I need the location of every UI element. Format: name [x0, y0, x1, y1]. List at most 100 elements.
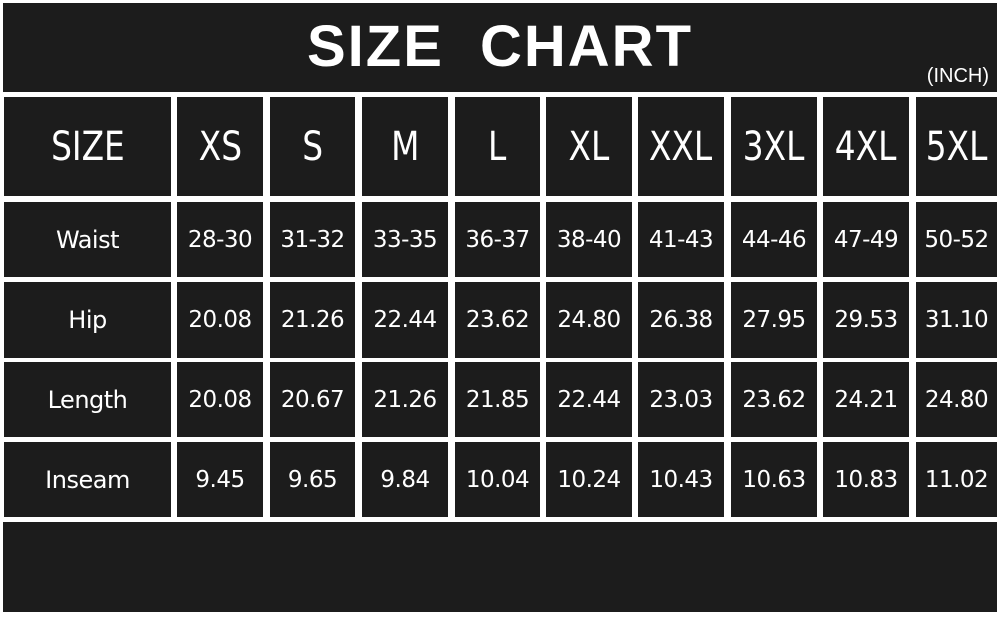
table-cell-text: 23.03 [649, 386, 713, 413]
table-cell-text: 50-52 [924, 226, 989, 253]
table-cell-text: 26.38 [649, 307, 713, 333]
row-label-waist-text: Waist [56, 225, 119, 254]
table-cell: 28-30 [177, 202, 263, 277]
header-size-m-text: M [390, 123, 420, 170]
table-cell: 24.80 [546, 282, 632, 358]
header-size-3xl: 3XL [731, 97, 817, 196]
header-size-xs: XS [177, 97, 263, 196]
header-size-xxl-text: XXL [649, 123, 713, 170]
table-cell-text: 24.80 [557, 307, 621, 333]
table-cell-text: 10.24 [557, 466, 621, 493]
table-cell-text: 9.45 [195, 466, 245, 493]
table-cell: 23.62 [455, 282, 540, 358]
table-cell: 20.08 [177, 282, 263, 358]
table-cell: 44-46 [731, 202, 817, 277]
table-cell: 20.08 [177, 362, 263, 437]
table-cell-text: 23.62 [742, 386, 806, 413]
table-cell-text: 22.44 [373, 307, 437, 333]
row-label-waist: Waist [4, 202, 171, 277]
table-cell: 10.24 [546, 442, 632, 517]
table-cell: 38-40 [546, 202, 632, 277]
table-cell-text: 9.65 [287, 466, 338, 493]
table-cell-text: 28-30 [187, 226, 253, 253]
table-cell-text: 31-32 [280, 226, 345, 253]
table-cell-text: 21.85 [465, 386, 530, 413]
table-cell-text: 11.02 [924, 466, 989, 493]
table-cell-text: 31.10 [924, 307, 989, 333]
header-size-xl: XL [546, 97, 632, 196]
table-cell-text: 20.08 [188, 307, 252, 333]
table-cell: 10.04 [455, 442, 540, 517]
table-cell: 9.84 [362, 442, 448, 517]
table-cell-text: 10.83 [834, 466, 898, 493]
table-cell-text: 38-40 [556, 226, 622, 253]
table-cell-text: 10.04 [465, 466, 530, 493]
header-size-xxl: XXL [638, 97, 724, 196]
header-size-5xl-text: 5XL [925, 123, 988, 170]
table-cell-text: 9.84 [380, 466, 430, 493]
header-size-m: M [362, 97, 448, 196]
table-cell-text: 27.95 [742, 307, 806, 333]
table-cell: 21.26 [362, 362, 448, 437]
header-size-l: L [455, 97, 540, 196]
row-label-inseam-text: Inseam [45, 465, 130, 494]
header-size-xl-text: XL [568, 123, 610, 170]
row-label-length-text: Length [47, 385, 128, 414]
table-cell: 23.03 [638, 362, 724, 437]
table-cell: 21.85 [455, 362, 540, 437]
header-size-l-text: L [488, 123, 507, 170]
table-cell: 23.62 [731, 362, 817, 437]
table-cell-text: 44-46 [741, 226, 807, 253]
table-cell: 10.43 [638, 442, 724, 517]
table-cell: 9.65 [270, 442, 355, 517]
table-cell-text: 21.26 [373, 386, 437, 413]
unit-label: (INCH) [926, 65, 989, 87]
table-cell-text: 10.63 [742, 466, 806, 493]
chart-title: SIZE CHART [307, 14, 693, 79]
header-size-label: SIZE [4, 97, 171, 196]
title-banner: SIZE CHART (INCH) [3, 3, 997, 92]
table-cell: 31.10 [916, 282, 997, 358]
table-cell: 47-49 [823, 202, 909, 277]
header-size-s-text: S [302, 123, 323, 170]
footer-panel [3, 522, 997, 612]
header-size-5xl: 5XL [916, 97, 997, 196]
row-label-hip: Hip [4, 282, 171, 358]
table-cell: 41-43 [638, 202, 724, 277]
table-cell-text: 22.44 [557, 386, 621, 413]
table-cell-text: 10.43 [649, 466, 713, 493]
table-cell: 20.67 [270, 362, 355, 437]
table-cell: 27.95 [731, 282, 817, 358]
header-size-s: S [270, 97, 355, 196]
table-cell: 36-37 [455, 202, 540, 277]
table-cell: 10.83 [823, 442, 909, 517]
table-cell: 9.45 [177, 442, 263, 517]
row-label-inseam: Inseam [4, 442, 171, 517]
table-cell-text: 20.08 [188, 386, 252, 413]
table-cell-text: 47-49 [833, 226, 899, 253]
table-cell-text: 23.62 [465, 307, 530, 333]
table-cell: 24.80 [916, 362, 997, 437]
table-cell: 31-32 [270, 202, 355, 277]
table-cell: 50-52 [916, 202, 997, 277]
table-cell-text: 24.21 [834, 386, 898, 413]
header-size-label-text: SIZE [50, 123, 125, 170]
table-cell: 33-35 [362, 202, 448, 277]
table-cell-text: 33-35 [372, 226, 438, 253]
table-cell: 22.44 [546, 362, 632, 437]
table-cell: 11.02 [916, 442, 997, 517]
table-cell-text: 41-43 [648, 226, 714, 253]
header-size-xs-text: XS [198, 123, 242, 170]
header-size-4xl-text: 4XL [835, 123, 897, 170]
header-size-3xl-text: 3XL [743, 123, 805, 170]
table-cell: 24.21 [823, 362, 909, 437]
table-cell-text: 29.53 [834, 307, 898, 333]
header-size-4xl: 4XL [823, 97, 909, 196]
table-cell-text: 24.80 [924, 386, 989, 413]
table-cell-text: 21.26 [280, 307, 345, 333]
table-cell: 29.53 [823, 282, 909, 358]
row-label-length: Length [4, 362, 171, 437]
row-label-hip-text: Hip [68, 306, 107, 334]
table-cell: 21.26 [270, 282, 355, 358]
table-cell: 22.44 [362, 282, 448, 358]
